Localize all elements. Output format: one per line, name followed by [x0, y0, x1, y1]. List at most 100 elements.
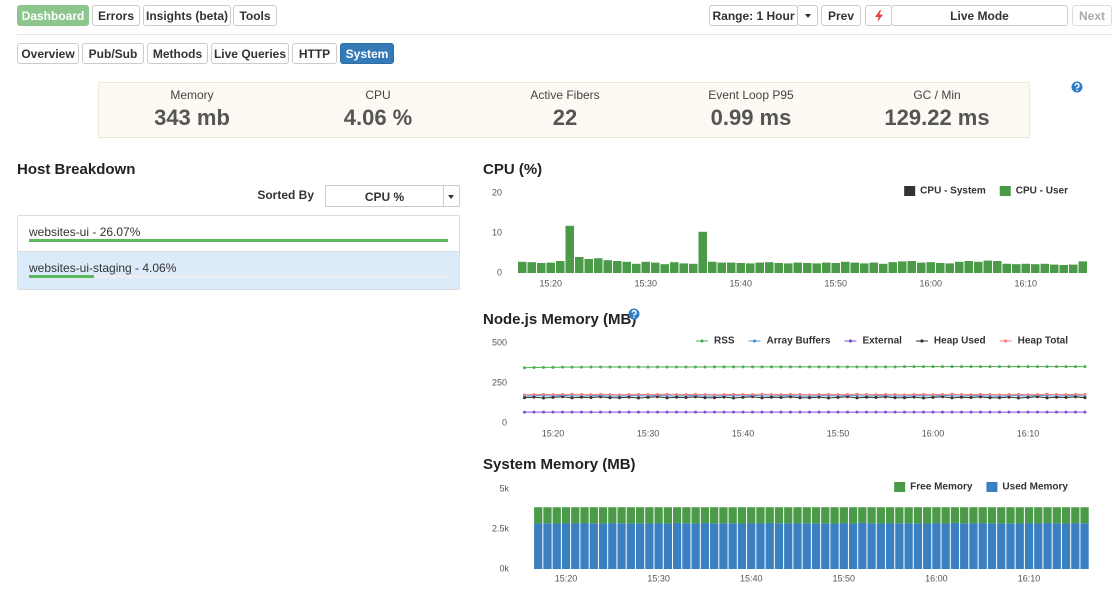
point — [656, 365, 659, 369]
bar — [867, 523, 876, 569]
point — [608, 365, 612, 369]
point — [646, 395, 650, 399]
prev-button[interactable]: Prev — [821, 5, 861, 26]
x-tick-label: 15:20 — [539, 278, 562, 288]
point — [713, 365, 716, 369]
point — [865, 395, 868, 399]
nav-tab[interactable]: Dashboard — [17, 5, 89, 26]
nav-tab[interactable]: Insights (beta) — [143, 5, 231, 26]
stat-value: 22 — [552, 105, 578, 130]
point — [732, 365, 735, 369]
point — [1007, 393, 1011, 397]
point — [817, 365, 821, 369]
point — [618, 393, 621, 397]
bar — [660, 264, 669, 273]
x-tick-label: 16:10 — [1018, 573, 1041, 583]
bar — [728, 523, 737, 569]
host-bar — [29, 239, 448, 242]
legend-label: Used Memory — [1002, 482, 1068, 493]
point — [542, 396, 545, 400]
nav-tab[interactable]: Tools — [233, 5, 277, 26]
point — [836, 410, 840, 414]
bar — [913, 507, 923, 524]
point — [694, 392, 697, 396]
point — [969, 410, 973, 414]
point — [561, 393, 564, 397]
bar — [858, 522, 867, 569]
point — [922, 410, 925, 414]
help-icon[interactable] — [628, 308, 640, 320]
x-tick-label: 15:50 — [833, 573, 856, 583]
bar — [747, 523, 756, 569]
bar — [679, 263, 688, 273]
point — [779, 365, 783, 369]
nav-tab[interactable]: Errors — [92, 5, 140, 26]
range-caret[interactable] — [797, 5, 818, 26]
sub-tab[interactable]: Live Queries — [211, 43, 289, 64]
point — [703, 410, 707, 414]
point — [1055, 395, 1058, 399]
point — [542, 365, 545, 369]
point — [627, 365, 631, 369]
sub-tab[interactable]: Overview — [17, 43, 79, 64]
point — [988, 393, 992, 397]
point — [779, 396, 783, 400]
point — [684, 410, 688, 414]
bar — [913, 523, 923, 569]
point — [979, 410, 982, 414]
point — [561, 365, 564, 369]
bar — [997, 507, 1006, 524]
point — [741, 395, 745, 399]
legend-swatch — [848, 339, 853, 343]
live-mode-button[interactable]: Live Mode — [891, 5, 1068, 26]
help-icon[interactable] — [1071, 81, 1083, 93]
host-row[interactable]: websites-ui - 26.07% — [18, 216, 459, 252]
bar — [950, 507, 960, 523]
legend-swatch — [894, 482, 906, 492]
point — [836, 395, 840, 399]
bar — [1034, 507, 1043, 524]
bar — [895, 507, 904, 524]
point — [836, 365, 840, 369]
bar — [527, 262, 536, 273]
sub-tab[interactable]: System — [340, 43, 394, 64]
bar — [552, 523, 561, 569]
bar — [682, 507, 691, 524]
bar — [983, 260, 992, 273]
point — [703, 365, 707, 369]
point — [1083, 365, 1087, 369]
range-select[interactable]: Range: 1 Hour — [709, 5, 798, 26]
bar — [747, 507, 756, 524]
stat-value: 129.22 ms — [884, 105, 990, 130]
live-icon-button[interactable] — [865, 5, 892, 26]
point — [1036, 410, 1039, 414]
bar — [765, 262, 774, 273]
bar — [708, 261, 717, 273]
point — [1083, 410, 1087, 414]
point — [570, 392, 574, 396]
bar — [719, 507, 728, 524]
sort-select[interactable]: CPU % — [325, 185, 460, 207]
bar — [1012, 264, 1021, 273]
point — [846, 365, 849, 369]
point — [1017, 396, 1020, 400]
point — [1074, 410, 1077, 414]
point — [855, 392, 859, 396]
sub-tab[interactable]: Methods — [147, 43, 208, 64]
point — [599, 410, 602, 414]
point — [969, 396, 973, 400]
point — [627, 395, 631, 399]
host-row[interactable]: websites-ui-staging - 4.06% — [18, 252, 459, 289]
next-button[interactable]: Next — [1072, 5, 1112, 26]
point — [874, 393, 878, 397]
bar — [923, 523, 932, 569]
point — [789, 392, 792, 396]
section-title: Host Breakdown — [17, 161, 136, 178]
bar — [645, 507, 654, 524]
point — [1083, 393, 1087, 397]
point — [751, 395, 754, 399]
bar — [645, 523, 654, 569]
sub-tab[interactable]: Pub/Sub — [82, 43, 144, 64]
bar — [1059, 265, 1068, 273]
sub-tab[interactable]: HTTP — [292, 43, 337, 64]
